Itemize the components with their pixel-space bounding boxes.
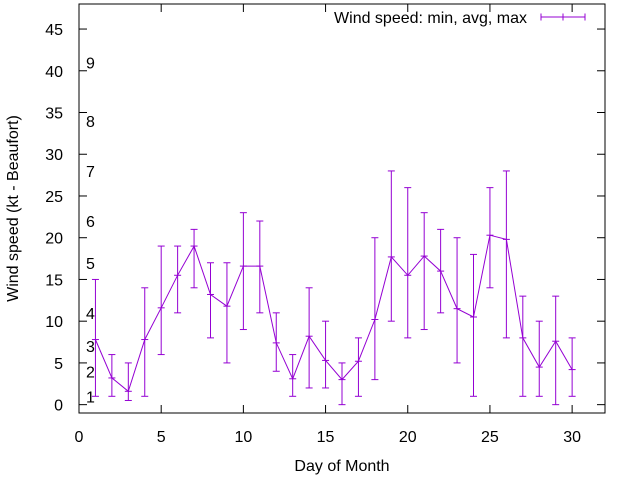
data-layer — [91, 170, 576, 406]
y-tick-label: 0 — [54, 398, 63, 415]
error-bar — [141, 287, 149, 397]
error-bar — [519, 295, 527, 397]
series-line — [94, 234, 573, 393]
error-bar — [223, 262, 231, 364]
legend-entry-label: Wind speed: min, avg, max — [334, 10, 527, 27]
error-bar — [305, 287, 313, 389]
error-bar — [552, 295, 560, 406]
error-bar — [371, 237, 379, 381]
error-bar — [256, 220, 264, 314]
error-bar — [453, 237, 461, 364]
x-axis-title: Day of Month — [294, 458, 389, 475]
beaufort-label: 9 — [86, 55, 95, 72]
error-bar — [124, 362, 132, 401]
x-tick-label: 30 — [563, 429, 581, 446]
error-bar — [387, 170, 395, 322]
error-bar — [207, 262, 214, 339]
x-tick-label: 25 — [481, 429, 499, 446]
error-bar — [535, 320, 543, 397]
legend: Wind speed: min, avg, max — [334, 10, 586, 27]
y-tick-label: 5 — [54, 356, 63, 373]
y-tick-label: 15 — [45, 272, 63, 289]
error-bar — [190, 228, 198, 289]
beaufort-label: 7 — [86, 164, 95, 181]
error-bar — [272, 312, 280, 372]
error-bar — [108, 354, 116, 397]
y-tick-label: 25 — [45, 189, 63, 206]
error-bar — [354, 337, 362, 397]
y-axis-title: Wind speed (kt - Beaufort) — [5, 115, 22, 302]
error-bar — [502, 170, 510, 339]
beaufort-label: 4 — [86, 306, 95, 323]
beaufort-label: 5 — [86, 256, 95, 273]
y-tick-label: 30 — [45, 147, 63, 164]
y-tick-label: 35 — [45, 106, 63, 123]
error-bar — [174, 245, 182, 314]
error-bar — [239, 212, 247, 331]
error-bar — [91, 278, 99, 397]
error-bar — [157, 245, 165, 356]
error-bar — [486, 187, 494, 289]
beaufort-label: 2 — [86, 364, 95, 381]
error-bar — [338, 362, 346, 406]
x-tick-label: 10 — [234, 429, 252, 446]
x-tick-label: 5 — [157, 429, 166, 446]
beaufort-label: 6 — [86, 214, 95, 231]
error-bar — [404, 187, 412, 339]
y-tick-label: 40 — [45, 64, 63, 81]
y-tick-label: 45 — [45, 22, 63, 39]
error-bar — [470, 253, 477, 397]
beaufort-label: 8 — [86, 114, 95, 131]
beaufort-label: 1 — [86, 389, 95, 406]
error-bar — [420, 212, 428, 331]
error-bar — [568, 337, 576, 397]
y-tick-label: 10 — [45, 314, 63, 331]
x-tick-label: 0 — [75, 429, 84, 446]
y-tick-label: 20 — [45, 231, 63, 248]
error-bar — [437, 228, 445, 314]
x-tick-label: 20 — [399, 429, 417, 446]
x-tick-label: 15 — [317, 429, 335, 446]
error-bar — [289, 354, 297, 397]
error-bar — [322, 320, 330, 389]
plot-frame — [78, 3, 606, 414]
beaufort-label: 3 — [86, 339, 95, 356]
